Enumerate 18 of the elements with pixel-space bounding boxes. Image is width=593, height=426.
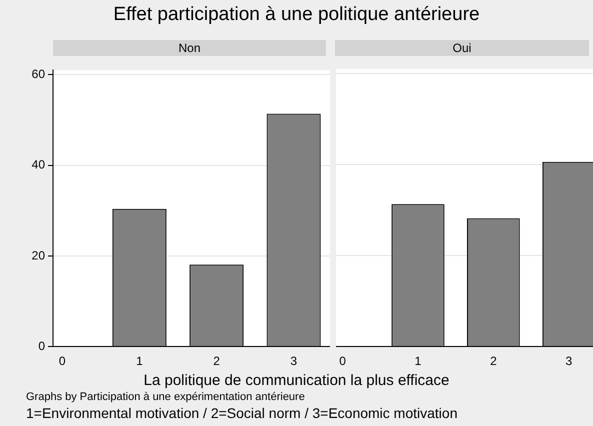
- y-tick-label: 60: [32, 67, 46, 82]
- x-tick-label: 2: [490, 354, 498, 368]
- chart-subtitle: Non: [53, 40, 326, 56]
- y-tick-label: 20: [32, 248, 46, 262]
- x-tick-label: 1: [136, 354, 144, 368]
- x-axis-title: La politique de communication la plus efficace: [142, 372, 450, 389]
- chart-title: Effet participation à une politique antérieure: [112, 4, 481, 26]
- x-tick-label: 0: [339, 354, 346, 368]
- x-tick-label: 3: [290, 354, 298, 368]
- x-tick-label: 3: [566, 354, 573, 368]
- x-tick-label: 2: [213, 354, 220, 368]
- y-tick-label: 40: [32, 158, 46, 172]
- y-tick-label: 0: [38, 338, 46, 353]
- x-tick-label: 1: [414, 354, 422, 368]
- text: Graphs by Participation à une expérimentation antérieure: [26, 391, 305, 403]
- x-tick-label: 0: [58, 354, 66, 368]
- chart-subtitle: Oui: [335, 40, 589, 56]
- text: 1=Environmental motivation / 2=Social norm / 3=Economic motivation: [26, 405, 458, 421]
